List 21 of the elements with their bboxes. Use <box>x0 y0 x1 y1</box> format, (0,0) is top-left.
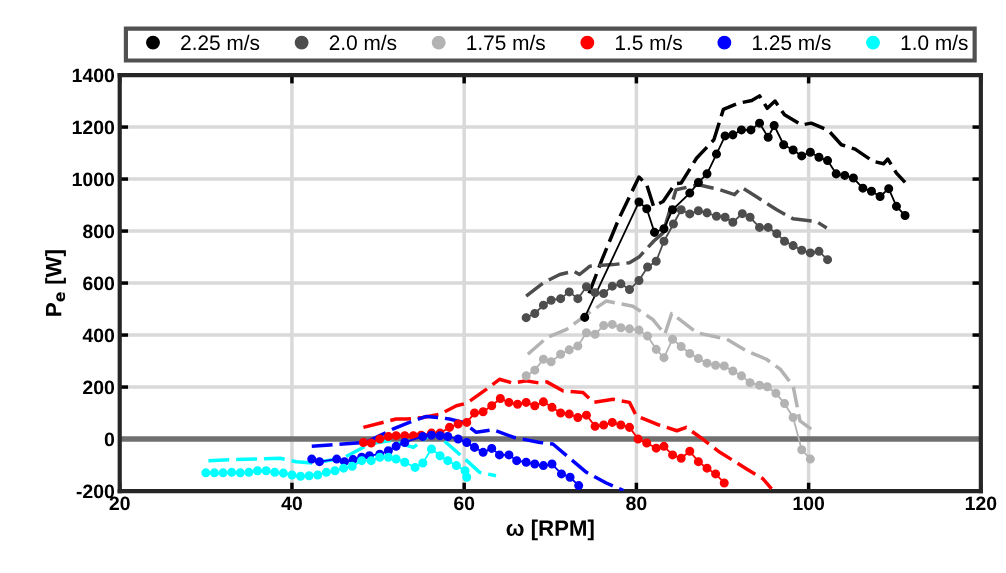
legend-label: 1.75 m/s <box>467 34 545 51</box>
y-axis-title: P$_{e}$ [W] <box>45 250 66 316</box>
y-tick-label: 1000 <box>72 172 115 187</box>
legend-label: 1.0 m/s <box>901 34 968 51</box>
legend-label: 1.25 m/s <box>753 34 831 51</box>
legend-label: 2.25 m/s <box>181 34 260 51</box>
y-tick-label: 1400 <box>72 68 115 83</box>
y-tick-label: 400 <box>82 328 115 343</box>
y-tick-label: 0 <box>104 432 115 447</box>
x-tick-label: 40 <box>281 496 302 511</box>
y-tick-label: 600 <box>83 276 115 291</box>
x-axis-title: ω [RPM] <box>506 519 594 541</box>
x-tick-label: 80 <box>626 496 647 511</box>
y-tick-label: 800 <box>83 224 115 239</box>
x-tick-label: 120 <box>965 496 997 511</box>
x-tick-label: 60 <box>454 496 475 511</box>
x-tick-label: 100 <box>793 496 825 511</box>
legend-label: 2.0 m/s <box>329 34 397 51</box>
y-tick-label: 1200 <box>72 120 115 135</box>
y-tick-label: 200 <box>83 380 115 395</box>
legend-label: 1.5 m/s <box>616 34 682 51</box>
